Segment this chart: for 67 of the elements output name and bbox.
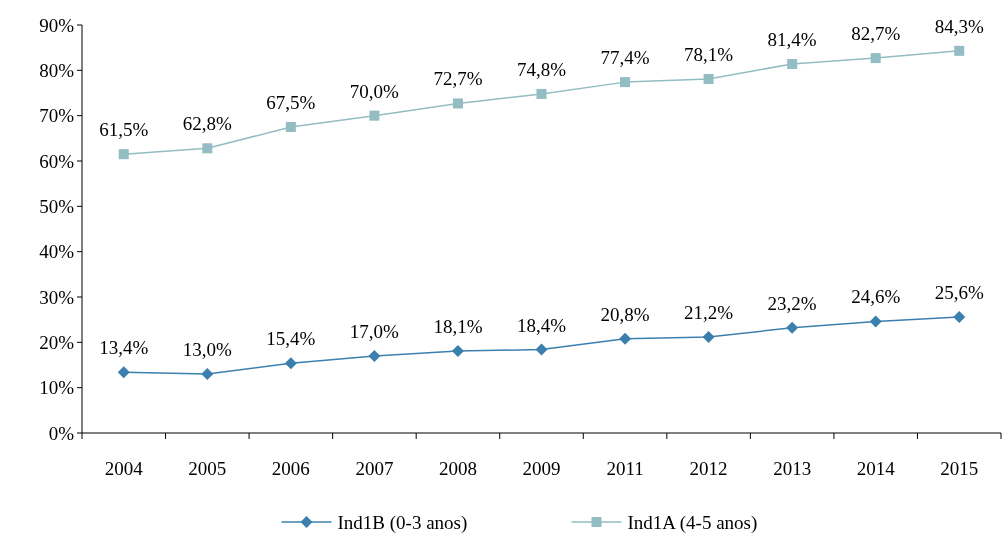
x-tick-label: 2008	[438, 458, 477, 479]
point	[787, 58, 798, 69]
point	[870, 53, 881, 64]
y-tick-label: 80%	[39, 59, 75, 81]
point	[620, 77, 631, 88]
data-label: 18,4%	[516, 314, 567, 336]
point	[451, 344, 464, 357]
data-label: 20,8%	[600, 303, 650, 325]
x-tick-label: 2007	[355, 458, 394, 479]
y-tick-label: 50%	[39, 195, 75, 217]
data-label: 61,5%	[99, 119, 149, 141]
data-label: 70,0%	[349, 80, 400, 102]
point	[285, 122, 296, 132]
point	[535, 343, 548, 356]
y-tick-label: 10%	[39, 377, 75, 399]
data-label: 77,4%	[600, 47, 650, 69]
x-tick-label: 2013	[773, 458, 812, 479]
point	[869, 315, 882, 328]
data-label: 72,7%	[433, 68, 483, 90]
point	[786, 321, 799, 334]
point	[284, 357, 297, 370]
data-label: 18,1%	[433, 315, 483, 337]
data-label: 21,2%	[684, 301, 734, 323]
x-tick-label: 2015	[940, 458, 979, 479]
x-tick-label: 2014	[856, 458, 896, 479]
y-tick-label: 70%	[39, 105, 75, 127]
x-tick-label: 2011	[606, 458, 644, 479]
point	[703, 73, 714, 84]
legend-label: Ind1B (0-3 anos)	[337, 511, 468, 534]
point	[702, 330, 715, 343]
data-label: 84,3%	[934, 15, 984, 37]
data-label: 74,8%	[516, 58, 567, 80]
y-tick-label: 30%	[39, 286, 75, 308]
point	[201, 368, 214, 381]
point	[202, 143, 213, 154]
point	[619, 332, 632, 345]
data-label: 25,6%	[934, 281, 984, 303]
data-label: 78,1%	[684, 43, 734, 65]
data-label: 82,7%	[851, 23, 901, 45]
data-label: 24,6%	[851, 286, 901, 308]
y-tick-label: 60%	[39, 150, 75, 172]
point	[368, 349, 381, 362]
point	[369, 110, 380, 121]
point	[953, 310, 966, 323]
data-label: 62,8%	[182, 113, 233, 135]
y-tick-label: 40%	[39, 241, 75, 263]
x-tick-label: 2006	[271, 458, 310, 479]
legend-label: Ind1A (4-5 anos)	[627, 511, 758, 534]
data-label: 23,2%	[767, 292, 817, 314]
x-tick-label: 2005	[188, 458, 227, 479]
point	[452, 98, 463, 109]
data-label: 81,4%	[767, 28, 817, 50]
point	[954, 45, 965, 56]
data-label: 17,0%	[349, 320, 400, 342]
data-label: 13,4%	[99, 337, 149, 359]
data-label: 15,4%	[266, 328, 316, 350]
x-tick-label: 2004	[104, 458, 144, 479]
y-tick-label: 20%	[39, 331, 75, 353]
point	[117, 366, 130, 379]
data-label: 13,0%	[182, 339, 233, 361]
x-tick-label: 2009	[522, 458, 561, 479]
point	[118, 149, 129, 160]
data-label: 67,5%	[266, 92, 316, 113]
point	[536, 88, 547, 99]
y-tick-label: 90%	[39, 14, 75, 36]
x-tick-label: 2012	[689, 458, 728, 479]
y-tick-label: 0%	[48, 422, 75, 444]
